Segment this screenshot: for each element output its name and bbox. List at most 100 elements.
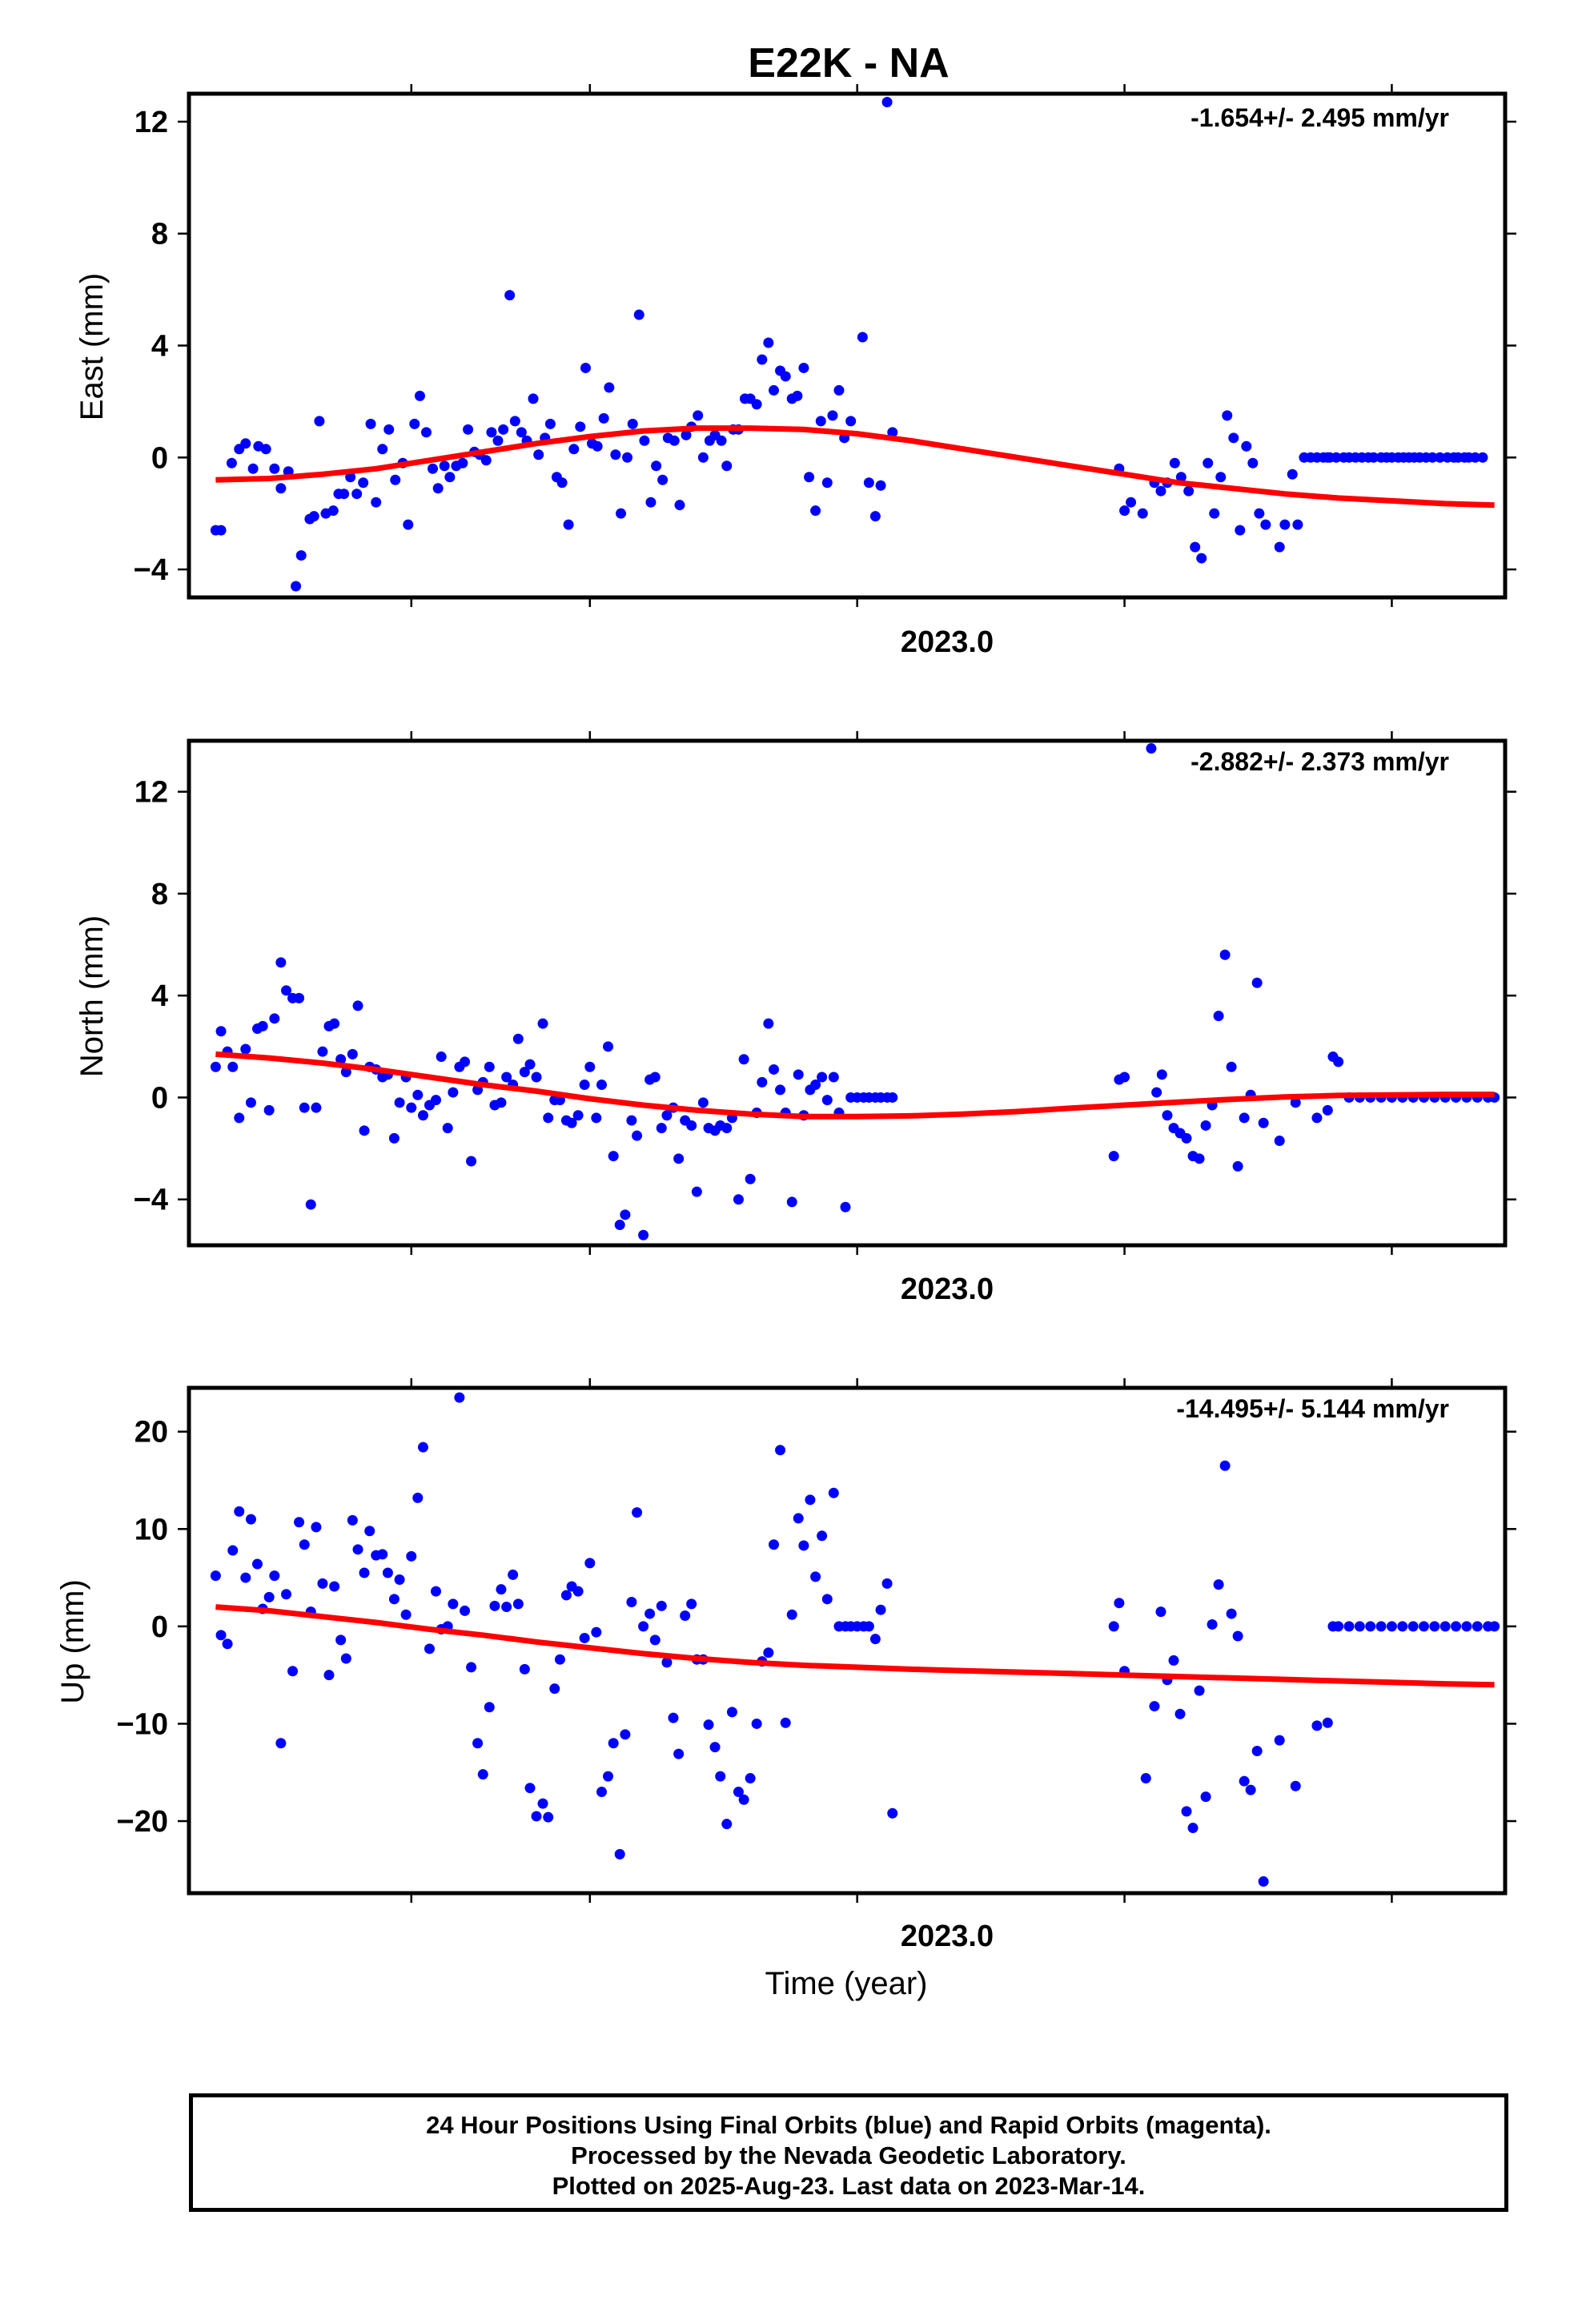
up-data-point: [1397, 1621, 1408, 1632]
up-data-point: [572, 1586, 584, 1597]
up-data-point: [1114, 1598, 1125, 1609]
up-data-point: [1258, 1876, 1269, 1887]
up-data-point: [382, 1567, 393, 1578]
north-data-point: [656, 1123, 667, 1134]
up-data-point: [798, 1540, 809, 1551]
east-data-point: [669, 435, 680, 446]
up-data-point: [294, 1517, 305, 1528]
east-data-point: [1222, 410, 1233, 421]
up-data-point: [805, 1494, 816, 1506]
caption-line-3: Plotted on 2025-Aug-23. Last data on 202…: [552, 2172, 1146, 2200]
east-data-point: [751, 399, 762, 410]
north-data-point: [786, 1196, 797, 1208]
up-y-tick-label: 10: [135, 1513, 168, 1546]
up-data-point: [400, 1609, 412, 1620]
east-data-point: [240, 438, 251, 449]
up-data-point: [614, 1848, 625, 1860]
north-data-point: [317, 1046, 328, 1057]
up-data-point: [299, 1539, 310, 1550]
up-data-point: [1108, 1621, 1119, 1632]
north-data-point: [1181, 1132, 1192, 1144]
east-y-tick-label: 4: [151, 330, 168, 364]
north-data-point: [1194, 1153, 1205, 1164]
up-data-point: [1207, 1618, 1218, 1630]
east-data-point: [383, 424, 395, 435]
north-data-point: [531, 1072, 542, 1083]
up-data-point: [281, 1589, 292, 1600]
up-data-point: [222, 1638, 233, 1650]
up-data-point: [668, 1712, 679, 1723]
up-data-point: [269, 1570, 280, 1582]
east-data-point: [721, 460, 733, 472]
east-data-point: [339, 489, 350, 500]
east-data-point: [645, 497, 656, 508]
up-data-point: [1461, 1621, 1472, 1632]
north-data-point: [887, 1092, 898, 1103]
north-y-tick-label: 0: [151, 1081, 168, 1115]
north-data-point: [347, 1048, 358, 1059]
north-data-point: [460, 1056, 471, 1068]
north-data-point: [821, 1095, 833, 1106]
north-data-point: [638, 1229, 649, 1240]
east-y-tick-label: −4: [134, 553, 168, 587]
up-data-point: [388, 1594, 400, 1605]
east-data-point: [1228, 432, 1239, 444]
east-data-point: [327, 505, 339, 517]
up-data-point: [1354, 1621, 1365, 1632]
east-data-point: [486, 427, 497, 438]
up-data-point: [377, 1549, 388, 1560]
north-data-point: [608, 1151, 619, 1162]
north-fit-line: [215, 1051, 1495, 1120]
east-data-point: [869, 511, 881, 522]
up-data-point: [364, 1526, 375, 1537]
east-data-point: [580, 362, 591, 373]
north-data-point: [484, 1061, 495, 1072]
east-data-point: [639, 435, 650, 446]
north-data-point: [294, 992, 305, 1003]
caption-line-1: 24 Hour Positions Using Final Orbits (bl…: [426, 2111, 1271, 2139]
up-data-point: [769, 1539, 780, 1550]
east-data-point: [887, 427, 898, 438]
up-plot-frame: [187, 1385, 1508, 1896]
north-data-point: [340, 1067, 351, 1078]
north-data-point: [591, 1112, 602, 1124]
north-data-point: [417, 1110, 428, 1121]
east-data-point: [563, 519, 574, 530]
up-data-point: [234, 1506, 245, 1517]
up-data-point: [608, 1738, 619, 1749]
up-data-point: [1311, 1720, 1323, 1731]
north-data-point: [810, 1080, 821, 1091]
up-data-point: [817, 1530, 828, 1542]
north-y-tick-label: −4: [134, 1184, 168, 1217]
up-x-tick-label: 2023.0: [901, 1920, 994, 1953]
up-data-point: [359, 1567, 370, 1578]
up-data-point: [828, 1487, 839, 1498]
north-data-point: [299, 1102, 310, 1113]
up-data-point: [340, 1653, 351, 1664]
north-data-point: [1213, 1011, 1224, 1022]
east-data-point: [1331, 452, 1342, 463]
up-data-point: [1187, 1823, 1199, 1834]
north-data-point: [501, 1072, 512, 1083]
east-y-axis-label: East (mm): [74, 273, 110, 420]
up-data-point: [875, 1604, 886, 1615]
up-data-point: [508, 1569, 519, 1580]
north-data-point: [524, 1059, 536, 1070]
north-data-point: [1162, 1110, 1173, 1121]
north-data-point: [691, 1186, 702, 1197]
up-data-point: [1290, 1780, 1301, 1791]
north-data-point: [234, 1112, 245, 1124]
east-data-point: [1196, 553, 1207, 564]
up-data-point: [251, 1558, 263, 1570]
north-data-point: [215, 1026, 227, 1037]
north-data-point: [1290, 1097, 1301, 1108]
up-data-point: [626, 1596, 637, 1607]
up-data-point: [489, 1600, 500, 1611]
east-data-point: [215, 525, 227, 536]
east-data-point: [1435, 452, 1446, 463]
up-data-point: [1429, 1621, 1440, 1632]
up-data-point: [1149, 1701, 1160, 1712]
north-data-point: [817, 1072, 828, 1083]
up-data-point: [863, 1621, 874, 1632]
north-data-point: [329, 1018, 340, 1029]
